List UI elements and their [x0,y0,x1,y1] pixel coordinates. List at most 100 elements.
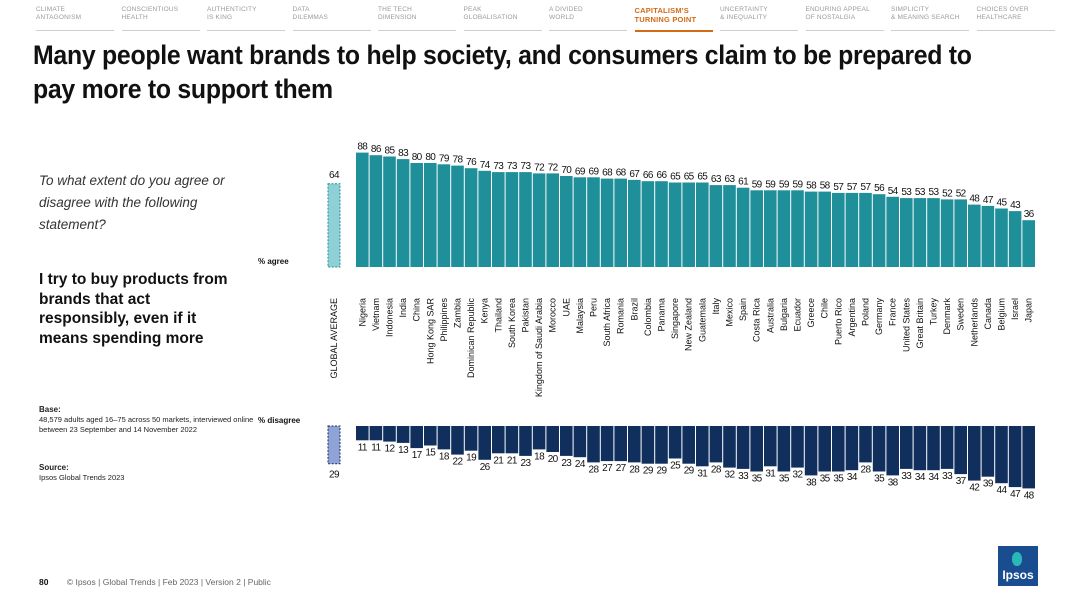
disagree-bar [723,426,736,468]
agree-value: 76 [466,157,477,168]
country-label: Guatemala [697,298,707,342]
agree-bar [600,178,614,267]
agree-bar [832,192,845,267]
nav-tab-line1: ENDURING APPEAL [805,6,870,13]
disagree-bar [560,426,573,456]
nav-tab-6[interactable]: PEAK GLOBALISATION [463,6,542,31]
agree-value: 61 [738,177,749,188]
agree-bar [927,198,940,267]
disagree-bar [668,426,682,459]
disagree-bar [913,426,927,471]
agree-bar [872,194,886,267]
disagree-value: 35 [752,474,763,485]
country-label: Poland [861,298,871,326]
nav-tab-5[interactable]: THE TECH DIMENSION [378,6,456,31]
agree-value: 80 [425,152,436,163]
disagree-value: 23 [561,458,572,469]
disagree-bar [818,426,831,472]
nav-tab-7[interactable]: A DIVIDED WORLD [549,6,627,31]
agree-bar [968,204,981,267]
country-label: Indonesia [385,298,395,337]
nav-tab-11[interactable]: SIMPLICITY & MEANING SEARCH [891,6,969,31]
agree-value: 88 [357,142,368,153]
agree-bar [900,198,913,267]
disagree-value: 33 [942,471,953,482]
disagree-value: 27 [616,463,627,474]
disagree-bar [573,426,587,458]
country-label: Denmark [942,298,952,335]
country-label: Singapore [670,298,680,339]
disagree-bar [641,426,655,464]
disagree-value: 33 [738,471,749,482]
disagree-value: 31 [765,468,776,479]
disagree-value: 35 [779,474,790,485]
country-label: Spain [738,298,748,321]
nav-tab-2[interactable]: CONSCIENTIOUS HEALTH [121,6,200,31]
country-label: United States [901,298,911,353]
disagree-bar [900,426,913,469]
agree-value: 68 [616,168,627,179]
nav-tab-4[interactable]: DATA DILEMMAS [292,6,371,31]
disagree-value: 24 [575,459,586,470]
agree-bar [641,181,655,267]
nav-tab-line2: IS KING [207,14,233,21]
agree-value: 65 [684,172,695,183]
country-label: Pakistan [521,298,531,333]
nav-tab-line1: DATA [292,6,310,13]
base-title: Base: [39,405,61,414]
nav-tab-line1: CLIMATE [36,6,66,13]
agree-bar [791,190,804,267]
agree-value: 47 [983,195,994,206]
country-label: South Korea [507,298,517,348]
country-label: India [398,298,408,318]
country-label: Zambia [453,298,463,328]
disagree-value: 13 [398,445,409,456]
disagree-bar [410,426,423,449]
nav-tab-line2: & MEANING SEARCH [891,14,960,21]
agree-value: 53 [901,187,912,198]
agree-value: 80 [412,152,423,163]
country-label: Germany [874,298,884,336]
agree-value: 72 [534,162,545,173]
nav-tab-8[interactable]: CAPITALISM'S TURNING POINT [634,6,713,32]
disagree-bar [492,426,505,454]
global-average-label: GLOBAL AVERAGE [329,298,339,379]
country-label: Italy [711,298,721,315]
country-label: Kingdom of Saudi Arabia [534,298,544,397]
agree-value: 69 [589,166,600,177]
ipsos-logo: Ipsos [998,546,1038,586]
disagree-bar [587,426,600,463]
country-label: Vietnam [371,298,381,331]
agree-bar [532,173,546,267]
nav-tab-10[interactable]: ENDURING APPEAL OF NOSTALGIA [805,6,884,31]
disagree-value: 18 [439,451,450,462]
disagree-bar [845,426,859,471]
agree-value: 57 [847,182,858,193]
nav-tab-1[interactable]: CLIMATE ANTAGONISM [36,6,114,31]
agree-value: 73 [507,161,518,172]
disagree-bar [940,426,954,469]
disagree-value: 26 [480,462,491,473]
base-note: Base: 48,579 adults aged 16–75 across 50… [39,405,254,435]
nav-tab-3[interactable]: AUTHENTICITY IS KING [207,6,285,31]
country-label: Nigeria [357,298,367,327]
nav-tab-12[interactable]: CHOICES OVER HEALTHCARE [976,6,1055,31]
disagree-bar [369,426,383,441]
disagree-value: 35 [833,474,844,485]
agree-value: 66 [643,170,654,181]
nav-tab-line2: HEALTH [121,14,148,21]
nav-tab-line2: HEALTHCARE [976,14,1022,21]
nav-tab-9[interactable]: UNCERTAINTY & INEQUALITY [720,6,798,31]
nav-tab-line2: DIMENSION [378,14,417,21]
country-label: Sweden [956,298,966,331]
agree-bar [859,192,872,267]
disagree-bar [750,426,763,472]
disagree-bar [519,426,532,456]
agree-bar [628,179,641,267]
disagree-value: 31 [697,468,708,479]
agree-bar [519,172,532,267]
agree-series-label: % agree [258,257,289,266]
disagree-bar [736,426,750,469]
disagree-bar [832,426,845,472]
agree-value: 65 [670,172,681,183]
